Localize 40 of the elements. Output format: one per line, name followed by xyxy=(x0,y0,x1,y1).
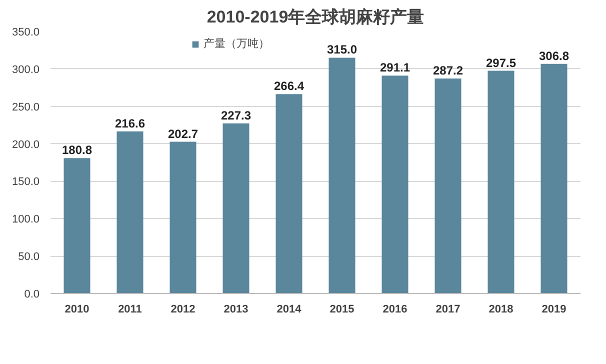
x-tick-label: 2013 xyxy=(224,304,248,316)
x-tick-label: 2016 xyxy=(382,304,408,316)
data-label: 180.8 xyxy=(62,143,92,158)
data-label: 216.6 xyxy=(114,116,146,130)
bar xyxy=(328,58,356,294)
x-tick-label: 2011 xyxy=(118,304,142,316)
x-tick-label: 2012 xyxy=(170,304,196,316)
legend-label: 产量（万吨） xyxy=(204,36,270,51)
x-tick-label: 2010 xyxy=(64,304,90,316)
data-label: 287.2 xyxy=(432,64,464,78)
data-label: 315.0 xyxy=(326,42,358,57)
data-label: 291.1 xyxy=(380,60,410,75)
bar xyxy=(276,94,302,294)
y-tick-label: 300.0 xyxy=(12,64,40,76)
bar xyxy=(540,64,568,294)
x-tick-label: 2017 xyxy=(436,304,460,316)
x-tick-label: 2018 xyxy=(488,304,514,316)
data-label: 306.8 xyxy=(538,48,570,63)
bar xyxy=(64,158,90,294)
y-tick-label: 250.0 xyxy=(12,101,40,114)
bar xyxy=(222,123,250,294)
bar xyxy=(382,76,408,294)
x-tick-label: 2014 xyxy=(276,304,302,316)
x-tick-label: 2019 xyxy=(542,304,566,316)
x-tick-label: 2015 xyxy=(330,304,354,316)
y-tick-label: 200.0 xyxy=(12,138,40,151)
bar xyxy=(116,131,144,294)
data-label: 202.7 xyxy=(168,126,198,141)
y-tick-label: 350.0 xyxy=(12,26,40,38)
chart-title: 2010-2019年全球胡麻籽产量 xyxy=(206,8,424,26)
y-tick-label: 150.0 xyxy=(12,176,40,188)
bar xyxy=(488,70,514,294)
data-label: 266.4 xyxy=(274,79,304,94)
bar xyxy=(434,78,462,294)
y-tick-label: 100.0 xyxy=(12,214,40,226)
bar xyxy=(170,142,196,294)
data-label: 297.5 xyxy=(486,56,516,70)
y-tick-label: 0.0 xyxy=(24,288,40,300)
y-tick-label: 50.0 xyxy=(18,251,40,264)
data-label: 227.3 xyxy=(220,108,252,122)
